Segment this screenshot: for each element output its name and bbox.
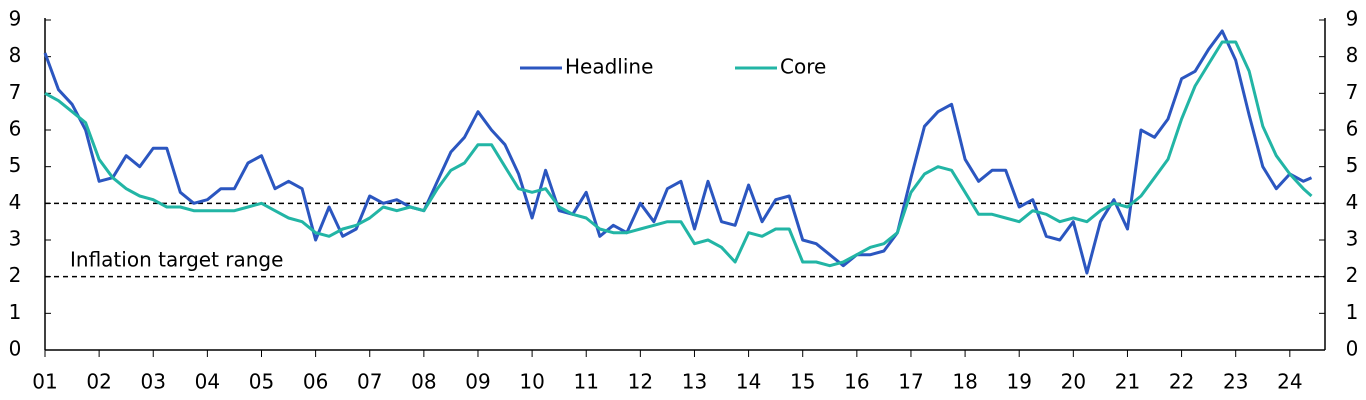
x-tick-label: 08 (411, 370, 436, 394)
x-tick-label: 07 (357, 370, 382, 394)
x-tick-label: 14 (736, 370, 761, 394)
x-tick-label: 15 (790, 370, 815, 394)
x-tick-label: 21 (1115, 370, 1140, 394)
x-tick-label: 22 (1169, 370, 1194, 394)
line-series (43, 29, 1313, 275)
y-tick-label: 6 (9, 117, 22, 141)
x-tick-label: 17 (898, 370, 923, 394)
legend-label: Core (780, 55, 826, 79)
y-tick-label: 4 (1346, 190, 1359, 214)
x-tick-label: 13 (682, 370, 707, 394)
x-tick-label: 05 (249, 370, 274, 394)
y-tick-label: 3 (1346, 227, 1359, 251)
y-tick-label: 2 (9, 263, 22, 287)
x-tick-label: 16 (844, 370, 869, 394)
x-tick-label: 02 (86, 370, 111, 394)
x-tick-label: 09 (465, 370, 490, 394)
x-tick-label: 10 (519, 370, 544, 394)
y-tick-label: 9 (9, 7, 22, 31)
y-tick-label: 7 (9, 80, 22, 104)
x-tick-label: 19 (1006, 370, 1031, 394)
x-tick-label: 24 (1277, 370, 1302, 394)
y-tick-label: 8 (9, 43, 22, 67)
x-tick-label: 01 (32, 370, 57, 394)
annotation: Inflation target range (70, 248, 283, 272)
y-tick-label: 0 (1346, 337, 1359, 361)
x-tick-label: 06 (303, 370, 328, 394)
y-tick-label: 0 (9, 337, 22, 361)
x-tick-label: 12 (628, 370, 653, 394)
x-tick-label: 04 (195, 370, 220, 394)
y-tick-label: 7 (1346, 80, 1359, 104)
y-tick-label: 9 (1346, 7, 1359, 31)
line-series (44, 40, 1313, 268)
x-tick-label: 20 (1061, 370, 1086, 394)
x-tick-label: 11 (573, 370, 598, 394)
x-tick-label: 18 (952, 370, 977, 394)
y-tick-label: 5 (9, 153, 22, 177)
legend-label: Headline (565, 55, 653, 79)
y-tick-label: 8 (1346, 43, 1359, 67)
y-tick-label: 3 (9, 227, 22, 251)
y-tick-label: 5 (1346, 153, 1359, 177)
y-tick-label: 6 (1346, 117, 1359, 141)
y-tick-label: 1 (9, 300, 22, 324)
y-tick-label: 2 (1346, 263, 1359, 287)
x-tick-label: 23 (1223, 370, 1248, 394)
y-tick-label: 1 (1346, 300, 1359, 324)
y-tick-label: 4 (9, 190, 22, 214)
x-tick-label: 03 (141, 370, 166, 394)
